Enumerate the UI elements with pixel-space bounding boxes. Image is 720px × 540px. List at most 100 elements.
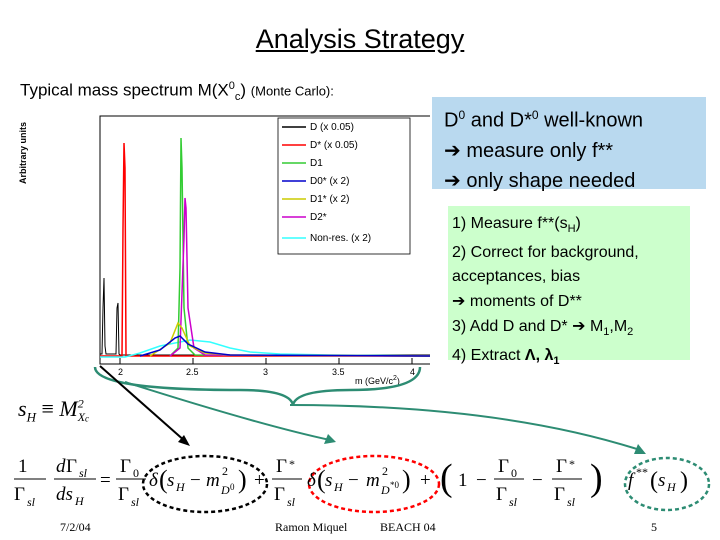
footer-date: 7/2/04 xyxy=(60,520,91,534)
svg-text:m: m xyxy=(206,470,220,491)
step-2b: acceptances, bias xyxy=(452,268,581,286)
svg-text:(: ( xyxy=(650,468,658,494)
svg-text:(: ( xyxy=(440,457,453,499)
arrow-right-icon: ➔ xyxy=(444,167,461,192)
svg-text:s: s xyxy=(658,470,665,491)
svg-text:*: * xyxy=(289,457,295,471)
svg-text:Γ: Γ xyxy=(14,484,25,505)
arrow-head-icon xyxy=(634,444,646,454)
svg-text:ds: ds xyxy=(56,484,73,505)
series-nonres xyxy=(100,339,430,358)
svg-text:D: D xyxy=(220,483,230,497)
series-D0star xyxy=(139,335,430,357)
svg-text:d: d xyxy=(56,456,66,477)
footer-page-number: 5 xyxy=(651,520,657,534)
sH-definition: sH ≡ M2Xc xyxy=(18,396,90,425)
svg-text:H: H xyxy=(333,480,344,494)
legend-item: Non-res. (x 2) xyxy=(310,233,371,244)
svg-text:sl: sl xyxy=(287,495,296,509)
legend-item: D1 xyxy=(310,158,323,169)
svg-text:−: − xyxy=(476,470,487,491)
svg-text:H: H xyxy=(666,480,677,494)
svg-text:Γ: Γ xyxy=(554,484,565,505)
x-ticks xyxy=(119,358,413,364)
svg-text:0: 0 xyxy=(230,482,235,492)
svg-text:1: 1 xyxy=(458,470,468,491)
legend-item: D* (x 0.05) xyxy=(310,140,358,151)
svg-text:sl: sl xyxy=(509,495,518,509)
mass-spectrum-plot: 2 2.5 3 3.5 4 m (GeV/c2) D (x 0.05) D* (… xyxy=(99,115,430,386)
arrow-to-Dstar xyxy=(124,381,331,441)
footer-author: Ramon Miquel xyxy=(275,520,348,534)
step-2c: ➔ moments of D** xyxy=(452,291,582,311)
svg-text:Γ: Γ xyxy=(118,484,129,505)
svg-text:+: + xyxy=(254,470,265,491)
x-tick-label: 3.5 xyxy=(332,367,345,377)
x-tick-label: 2.5 xyxy=(186,367,199,377)
green-steps-box: 1) Measure f**(sH) 2) Correct for backgr… xyxy=(448,206,690,368)
brace-icon xyxy=(93,366,422,406)
svg-text:Γ: Γ xyxy=(556,456,567,477)
svg-text:2: 2 xyxy=(222,464,228,478)
step-3: 3) Add D and D* ➔ M1,M2 xyxy=(452,316,634,339)
subtitle-sup: 0 xyxy=(228,80,235,92)
svg-text:−: − xyxy=(348,470,359,491)
svg-text:(: ( xyxy=(317,465,326,494)
svg-text:Γ: Γ xyxy=(498,456,509,477)
svg-text:=: = xyxy=(100,470,111,491)
svg-text:H: H xyxy=(74,494,85,508)
x-tick-label: 4 xyxy=(410,367,415,377)
arrow-head-icon xyxy=(178,435,190,446)
svg-text:2: 2 xyxy=(382,464,388,478)
plot-legend: D (x 0.05) D* (x 0.05) D1 D0* (x 2) D1* … xyxy=(277,117,411,255)
annotation-overlay xyxy=(93,365,711,514)
legend-item: D1* (x 2) xyxy=(310,194,349,205)
svg-text:δ: δ xyxy=(307,470,317,491)
x-tick-label: 3 xyxy=(263,367,268,377)
blue-line-2: ➔ measure only f** xyxy=(444,137,614,162)
svg-text:Γ: Γ xyxy=(274,484,285,505)
svg-text:−: − xyxy=(532,470,543,491)
svg-text:): ) xyxy=(680,468,688,494)
svg-text:(: ( xyxy=(159,465,168,494)
blue-note-box: D0 and D*0 well-known ➔ measure only f**… xyxy=(432,97,706,192)
svg-text:Γ: Γ xyxy=(66,456,77,477)
arrow-right-icon: ➔ xyxy=(452,291,466,311)
arrow-right-icon: ➔ xyxy=(444,137,461,162)
svg-text:−: − xyxy=(190,470,201,491)
legend-item: D2* xyxy=(310,212,327,223)
svg-text:H: H xyxy=(175,480,186,494)
svg-text:sl: sl xyxy=(131,495,140,509)
svg-text:s: s xyxy=(167,470,174,491)
svg-text:sl: sl xyxy=(27,495,36,509)
x-axis-label: m (GeV/c2) xyxy=(355,375,400,386)
svg-text:0: 0 xyxy=(133,466,139,480)
subtitle-sub: c xyxy=(234,91,241,104)
legend-item: D (x 0.05) xyxy=(310,122,354,133)
dashed-ellipse xyxy=(141,454,269,514)
svg-text:Γ: Γ xyxy=(276,456,287,477)
series-D xyxy=(100,277,430,356)
subtitle-note: (Monte Carlo): xyxy=(250,83,334,99)
svg-text:*0: *0 xyxy=(390,480,400,490)
svg-text:): ) xyxy=(590,457,603,499)
legend-item: D0* (x 2) xyxy=(310,176,349,187)
plot-y-label: Arbitrary units xyxy=(18,122,28,185)
svg-text:Γ: Γ xyxy=(496,484,507,505)
svg-text:δ: δ xyxy=(149,470,159,491)
svg-text:0: 0 xyxy=(511,466,517,480)
blue-line-3: ➔ only shape needed xyxy=(444,167,636,192)
svg-text:f: f xyxy=(628,470,636,491)
arrow-right-icon: ➔ xyxy=(572,316,586,336)
svg-text:Γ: Γ xyxy=(120,456,131,477)
svg-text:**: ** xyxy=(636,465,648,479)
svg-text:sl: sl xyxy=(567,495,576,509)
arrow-head-icon xyxy=(324,434,336,444)
svg-text:1: 1 xyxy=(18,456,28,477)
footer-conference: BEACH 04 xyxy=(380,520,436,534)
series-D2star xyxy=(169,197,430,357)
subtitle-text: Typical mass spectrum M(X xyxy=(20,80,229,100)
svg-text:s: s xyxy=(325,470,332,491)
step-1: 1) Measure f**(sH) xyxy=(452,215,581,236)
